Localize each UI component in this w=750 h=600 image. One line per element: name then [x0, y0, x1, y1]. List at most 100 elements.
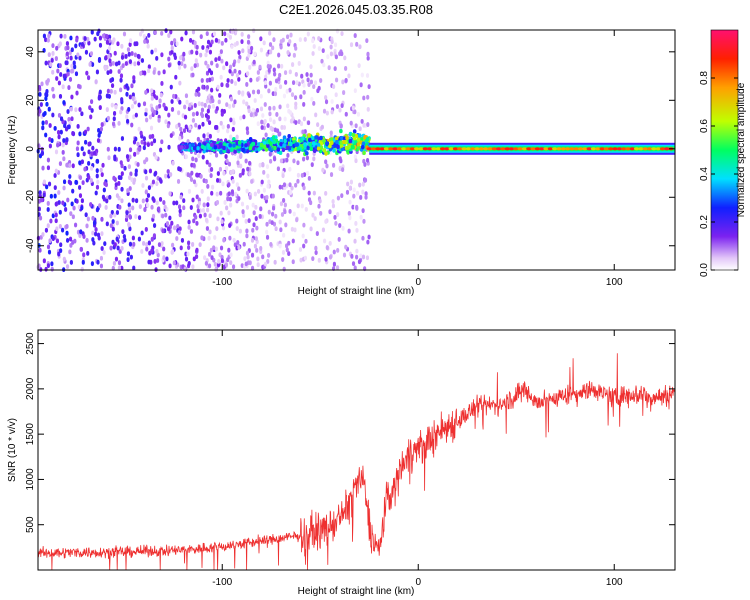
colorbar-ticks: 0.0 0.2 0.4 0.6 0.8	[699, 71, 738, 277]
heatmap-cell	[239, 115, 243, 121]
heatmap-cell	[137, 126, 141, 132]
heatmap-cell	[258, 162, 262, 168]
heatmap-cell	[69, 55, 73, 61]
heatmap-cell	[254, 236, 258, 242]
heatmap-cell	[114, 182, 118, 188]
heatmap-cell	[127, 202, 131, 208]
heatmap-cell	[201, 84, 205, 90]
heatmap-cell	[128, 147, 133, 153]
heatmap-cell	[168, 191, 172, 197]
heatmap-cell	[573, 147, 579, 151]
heatmap-cell	[361, 181, 365, 187]
heatmap-cell	[240, 32, 244, 37]
heatmap-cell	[161, 228, 165, 234]
heatmap-cell	[383, 147, 390, 151]
heatmap-cell	[278, 72, 282, 78]
heatmap-cell	[220, 40, 224, 46]
heatmap-cell	[167, 33, 171, 38]
heatmap-cell	[292, 158, 296, 164]
heatmap-cell	[197, 86, 201, 92]
heatmap-cell	[228, 235, 232, 241]
heatmap-cell	[281, 250, 286, 255]
heatmap-cell	[80, 159, 85, 165]
heatmap-cell	[353, 109, 357, 115]
heatmap-cell	[62, 156, 66, 162]
heatmap-cell	[105, 39, 110, 45]
heatmap-cell	[79, 229, 83, 235]
heatmap-cell	[44, 96, 48, 101]
heatmap-cell	[55, 45, 59, 51]
heatmap-cell	[225, 158, 229, 164]
heatmap-cell	[251, 89, 256, 95]
heatmap-cell	[44, 60, 48, 66]
heatmap-cell	[273, 71, 277, 77]
heatmap-cell	[104, 55, 108, 60]
heatmap-cell	[228, 143, 232, 148]
heatmap-cell	[65, 230, 69, 236]
heatmap-cell	[119, 77, 123, 83]
heatmap-cell	[75, 37, 79, 43]
heatmap-cell	[120, 43, 124, 49]
heatmap-cell	[322, 62, 326, 68]
heatmap-cell	[351, 261, 356, 267]
heatmap-cell	[150, 95, 154, 101]
heatmap-cell	[280, 212, 285, 217]
heatmap-cell	[106, 146, 110, 152]
heatmap-cell	[317, 46, 321, 51]
heatmap-cell	[39, 102, 43, 107]
heatmap-cell	[317, 257, 321, 263]
heatmap-cell	[150, 49, 154, 55]
heatmap-cell	[209, 247, 213, 253]
heatmap-cell	[283, 138, 287, 144]
heatmap-cell	[356, 142, 361, 147]
heatmap-cell	[164, 106, 168, 112]
heatmap-cell	[168, 263, 172, 269]
heatmap-cell	[42, 179, 47, 185]
heatmap-cell	[270, 220, 274, 225]
heatmap-cell	[128, 94, 132, 100]
heatmap-cell	[217, 259, 221, 264]
heatmap-cell	[219, 120, 223, 126]
heatmap-cell	[131, 96, 135, 101]
heatmap-cell	[106, 70, 110, 76]
heatmap-cell	[68, 163, 72, 168]
heatmap-cell	[227, 182, 231, 187]
heatmap-cell	[44, 119, 49, 125]
heatmap-cell	[341, 226, 345, 231]
heatmap-cell	[254, 216, 258, 221]
heatmap-cell	[210, 142, 214, 148]
heatmap-cell	[314, 135, 318, 140]
heatmap-cell	[334, 54, 338, 60]
heatmap-cell	[357, 133, 362, 138]
heatmap-cell	[206, 143, 210, 148]
heatmap-cell	[197, 101, 201, 107]
heatmap-cell	[314, 250, 318, 256]
heatmap-cell	[130, 51, 134, 56]
heatmap-cell	[340, 51, 344, 57]
heatmap-cell	[303, 255, 308, 261]
heatmap-cell	[273, 91, 278, 97]
heatmap-cell	[316, 122, 320, 128]
heatmap-cell	[215, 226, 219, 232]
heatmap-cell	[203, 212, 207, 218]
heatmap-cell	[324, 99, 329, 105]
heatmap-cell	[119, 109, 123, 115]
heatmap-cell	[248, 160, 252, 166]
heatmap-cell	[291, 259, 295, 265]
heatmap-cell	[268, 111, 272, 117]
heatmap-cell	[355, 41, 359, 47]
heatmap-cell	[342, 139, 346, 145]
heatmap-cell	[222, 109, 226, 114]
heatmap-cell	[155, 105, 159, 111]
heatmap-cell	[62, 179, 67, 185]
heatmap-cell	[282, 93, 287, 99]
heatmap-cell	[78, 233, 82, 239]
heatmap-cell	[360, 119, 364, 124]
heatmap-cell	[256, 121, 260, 127]
heatmap-cell	[68, 236, 73, 242]
heatmap-cell	[251, 227, 255, 233]
heatmap-cell	[70, 94, 74, 100]
heatmap-cell	[206, 114, 210, 120]
heatmap-cell	[184, 93, 189, 99]
heatmap-cell	[301, 233, 305, 239]
